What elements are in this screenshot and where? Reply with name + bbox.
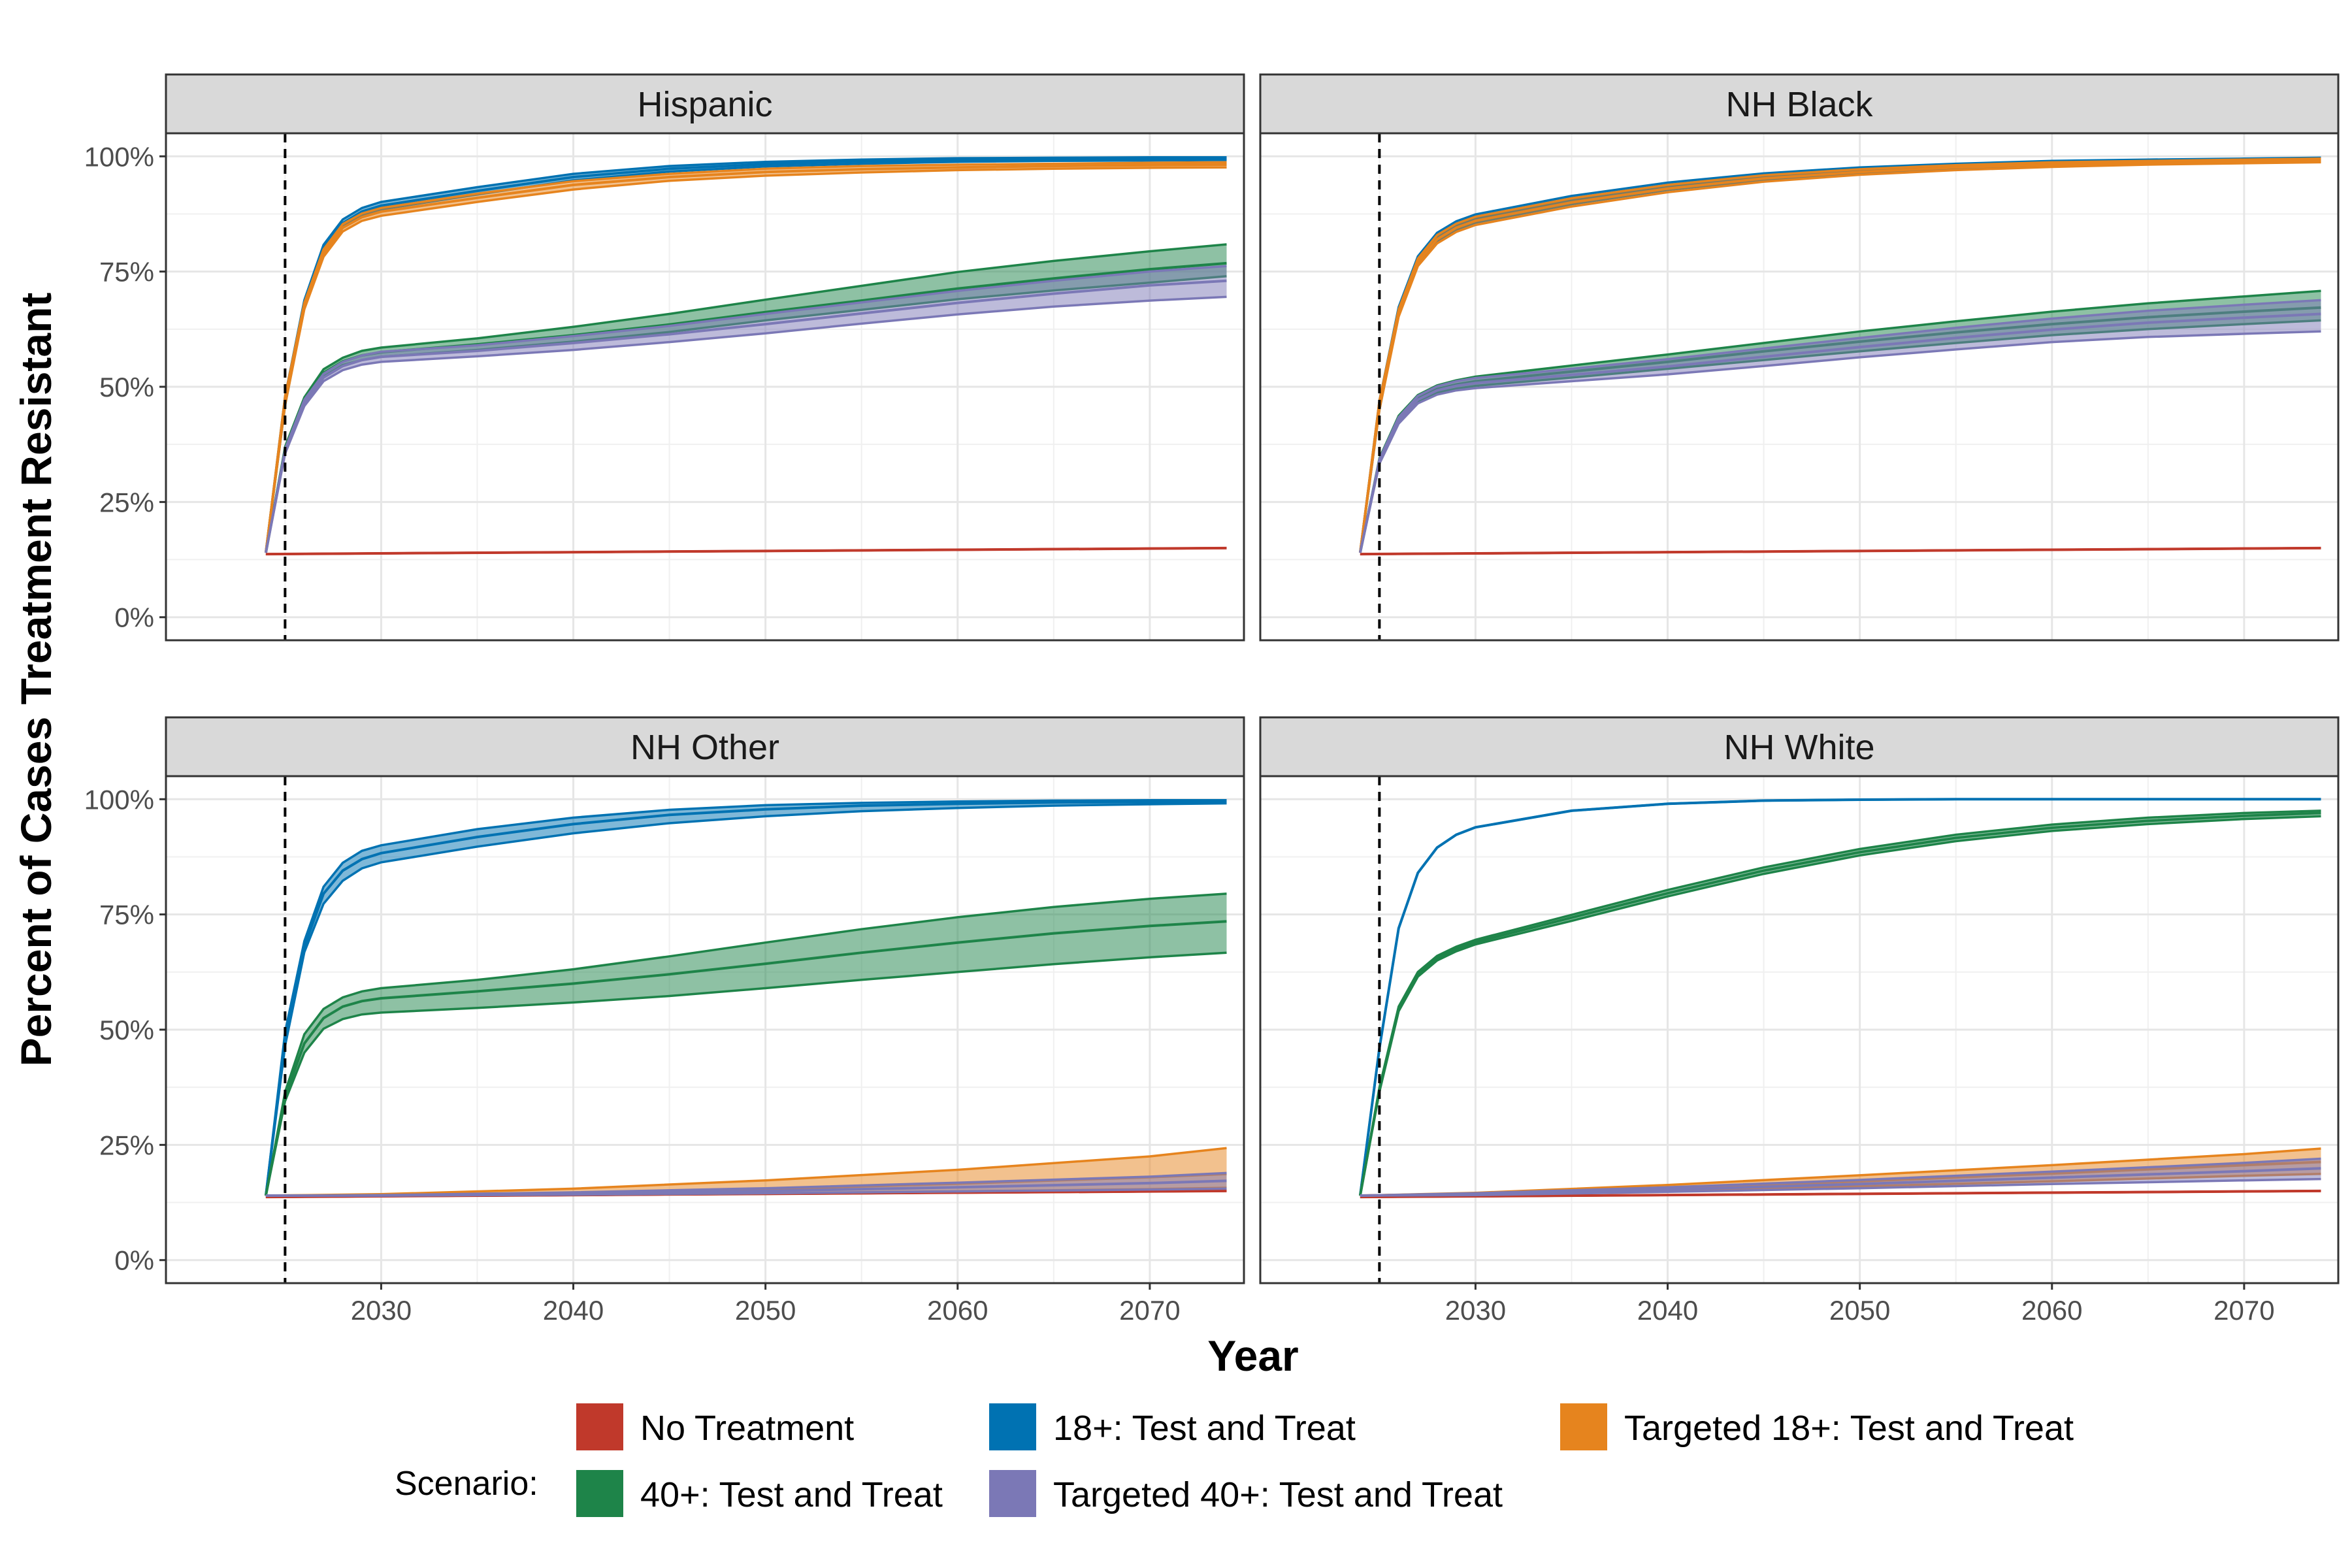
x-tick-label: 2070	[1119, 1295, 1180, 1326]
legend-label: 40+: Test and Treat	[640, 1475, 943, 1514]
x-tick-label: 2030	[1445, 1295, 1506, 1326]
series-40plus-test-and-treat	[264, 892, 1227, 1196]
legend-label: No Treatment	[640, 1409, 854, 1448]
legend-swatch	[989, 1470, 1036, 1517]
x-tick-label: 2040	[1637, 1295, 1698, 1326]
series-line	[264, 279, 1227, 553]
confidence-band	[265, 1173, 1227, 1196]
facet-strip	[165, 716, 1245, 777]
grid	[166, 133, 1244, 640]
series-18plus-test-and-treat	[1358, 798, 2321, 1196]
series-line	[1360, 1167, 2321, 1197]
panel-nh-other: NH Other 0% 25% 50% 75% 100% 2030 2040 2050 2060 2…	[84, 716, 1245, 1326]
band-lower-line	[1359, 330, 2321, 553]
y-tick-label: 0%	[114, 602, 154, 633]
legend-item-targeted-18plus-test-and-treat: Targeted 18+: Test and Treat	[1560, 1403, 2074, 1450]
band-lower-line	[265, 295, 1227, 553]
facet-title: Hispanic	[637, 85, 772, 124]
panel-border	[1259, 775, 2340, 1284]
legend-swatch	[576, 1470, 623, 1517]
x-axis-title: Year	[1207, 1331, 1298, 1380]
series-targeted-18plus-test-and-treat	[264, 161, 1227, 553]
x-tick-label: 2050	[735, 1295, 796, 1326]
panel-nh-black: NH Black	[1259, 73, 2340, 642]
x-tick-label: 2030	[351, 1295, 412, 1326]
grid	[166, 776, 1244, 1283]
x-tick-label: 2060	[2021, 1295, 2082, 1326]
band-upper-line	[1359, 299, 2321, 553]
legend-swatch	[1560, 1403, 1607, 1450]
series-line	[1358, 159, 2321, 553]
legend-swatch	[989, 1403, 1036, 1450]
band-upper-line	[265, 798, 1227, 1196]
x-tick-label: 2070	[2213, 1295, 2274, 1326]
facet-strip	[1259, 716, 2340, 777]
y-tick-label: 0%	[114, 1245, 154, 1276]
series-line	[1360, 1189, 2321, 1199]
band-lower-line	[265, 951, 1227, 1196]
band-upper-line	[265, 243, 1227, 553]
facet-strip	[165, 73, 1245, 135]
x-tick-label: 2060	[927, 1295, 988, 1326]
legend: Scenario: No Treatment 40+: Test and Trea…	[395, 1403, 2074, 1517]
legend-item-no-treatment: No Treatment	[576, 1403, 854, 1450]
band-lower-line	[265, 802, 1227, 1196]
y-tick-label: 100%	[84, 784, 154, 815]
band-lower-line	[1359, 161, 2321, 553]
series-targeted-40plus-test-and-treat	[1360, 1157, 2321, 1197]
legend-swatch	[576, 1403, 623, 1450]
facet-title: NH Black	[1725, 85, 1873, 124]
legend-label: 18+: Test and Treat	[1053, 1409, 1356, 1448]
legend-item-targeted-40plus-test-and-treat: Targeted 40+: Test and Treat	[989, 1470, 1503, 1517]
series-line	[264, 920, 1227, 1196]
legend-label: Targeted 40+: Test and Treat	[1053, 1475, 1503, 1514]
facet-title: NH White	[1723, 728, 1874, 767]
y-tick-label: 50%	[99, 372, 154, 402]
series-40plus-test-and-treat	[1358, 809, 2321, 1196]
series-targeted-40plus-test-and-treat	[1358, 299, 2321, 553]
series-no-treatment	[1360, 546, 2321, 556]
y-tick-label: 25%	[99, 1130, 154, 1160]
panel-nh-white: NH White 2030 2040 2050 2060 2070	[1259, 716, 2340, 1326]
confidence-band	[265, 266, 1227, 553]
series-line	[265, 1179, 1227, 1197]
series-line	[265, 546, 1227, 556]
series-no-treatment	[1360, 1189, 2321, 1199]
x-tick-label: 2050	[1829, 1295, 1890, 1326]
legend-title: Scenario:	[395, 1465, 538, 1503]
series-line	[1358, 798, 2321, 1196]
series-line	[1358, 312, 2321, 553]
series-line	[1360, 546, 2321, 556]
y-tick-label: 100%	[84, 141, 154, 172]
band-upper-line	[265, 265, 1227, 553]
facet-title: NH Other	[630, 728, 779, 767]
band-upper-line	[265, 892, 1227, 1196]
y-tick-label: 75%	[99, 257, 154, 287]
y-tick-label: 75%	[99, 900, 154, 930]
series-targeted-40plus-test-and-treat	[264, 265, 1227, 553]
series-line	[1358, 811, 2321, 1196]
legend-item-18plus-test-and-treat: 18+: Test and Treat	[989, 1403, 1356, 1450]
y-axis-title: Percent of Cases Treatment Resistant	[12, 293, 60, 1067]
y-tick-label: 50%	[99, 1015, 154, 1045]
series-line	[264, 800, 1227, 1196]
panel-hispanic: Hispanic 0% 25% 50% 75% 100%	[84, 73, 1245, 642]
confidence-band	[1360, 300, 2321, 553]
x-tick-label: 2040	[543, 1295, 604, 1326]
panel-border	[1259, 132, 2340, 642]
series-targeted-18plus-test-and-treat	[1358, 157, 2321, 553]
series-18plus-test-and-treat	[264, 798, 1227, 1196]
series-no-treatment	[265, 546, 1227, 556]
legend-label: Targeted 18+: Test and Treat	[1624, 1409, 2074, 1448]
series-line	[264, 163, 1227, 553]
series-targeted-40plus-test-and-treat	[265, 1171, 1227, 1197]
facet-strip	[1259, 73, 2340, 135]
y-tick-label: 25%	[99, 487, 154, 517]
legend-item-40plus-test-and-treat: 40+: Test and Treat	[576, 1470, 943, 1517]
